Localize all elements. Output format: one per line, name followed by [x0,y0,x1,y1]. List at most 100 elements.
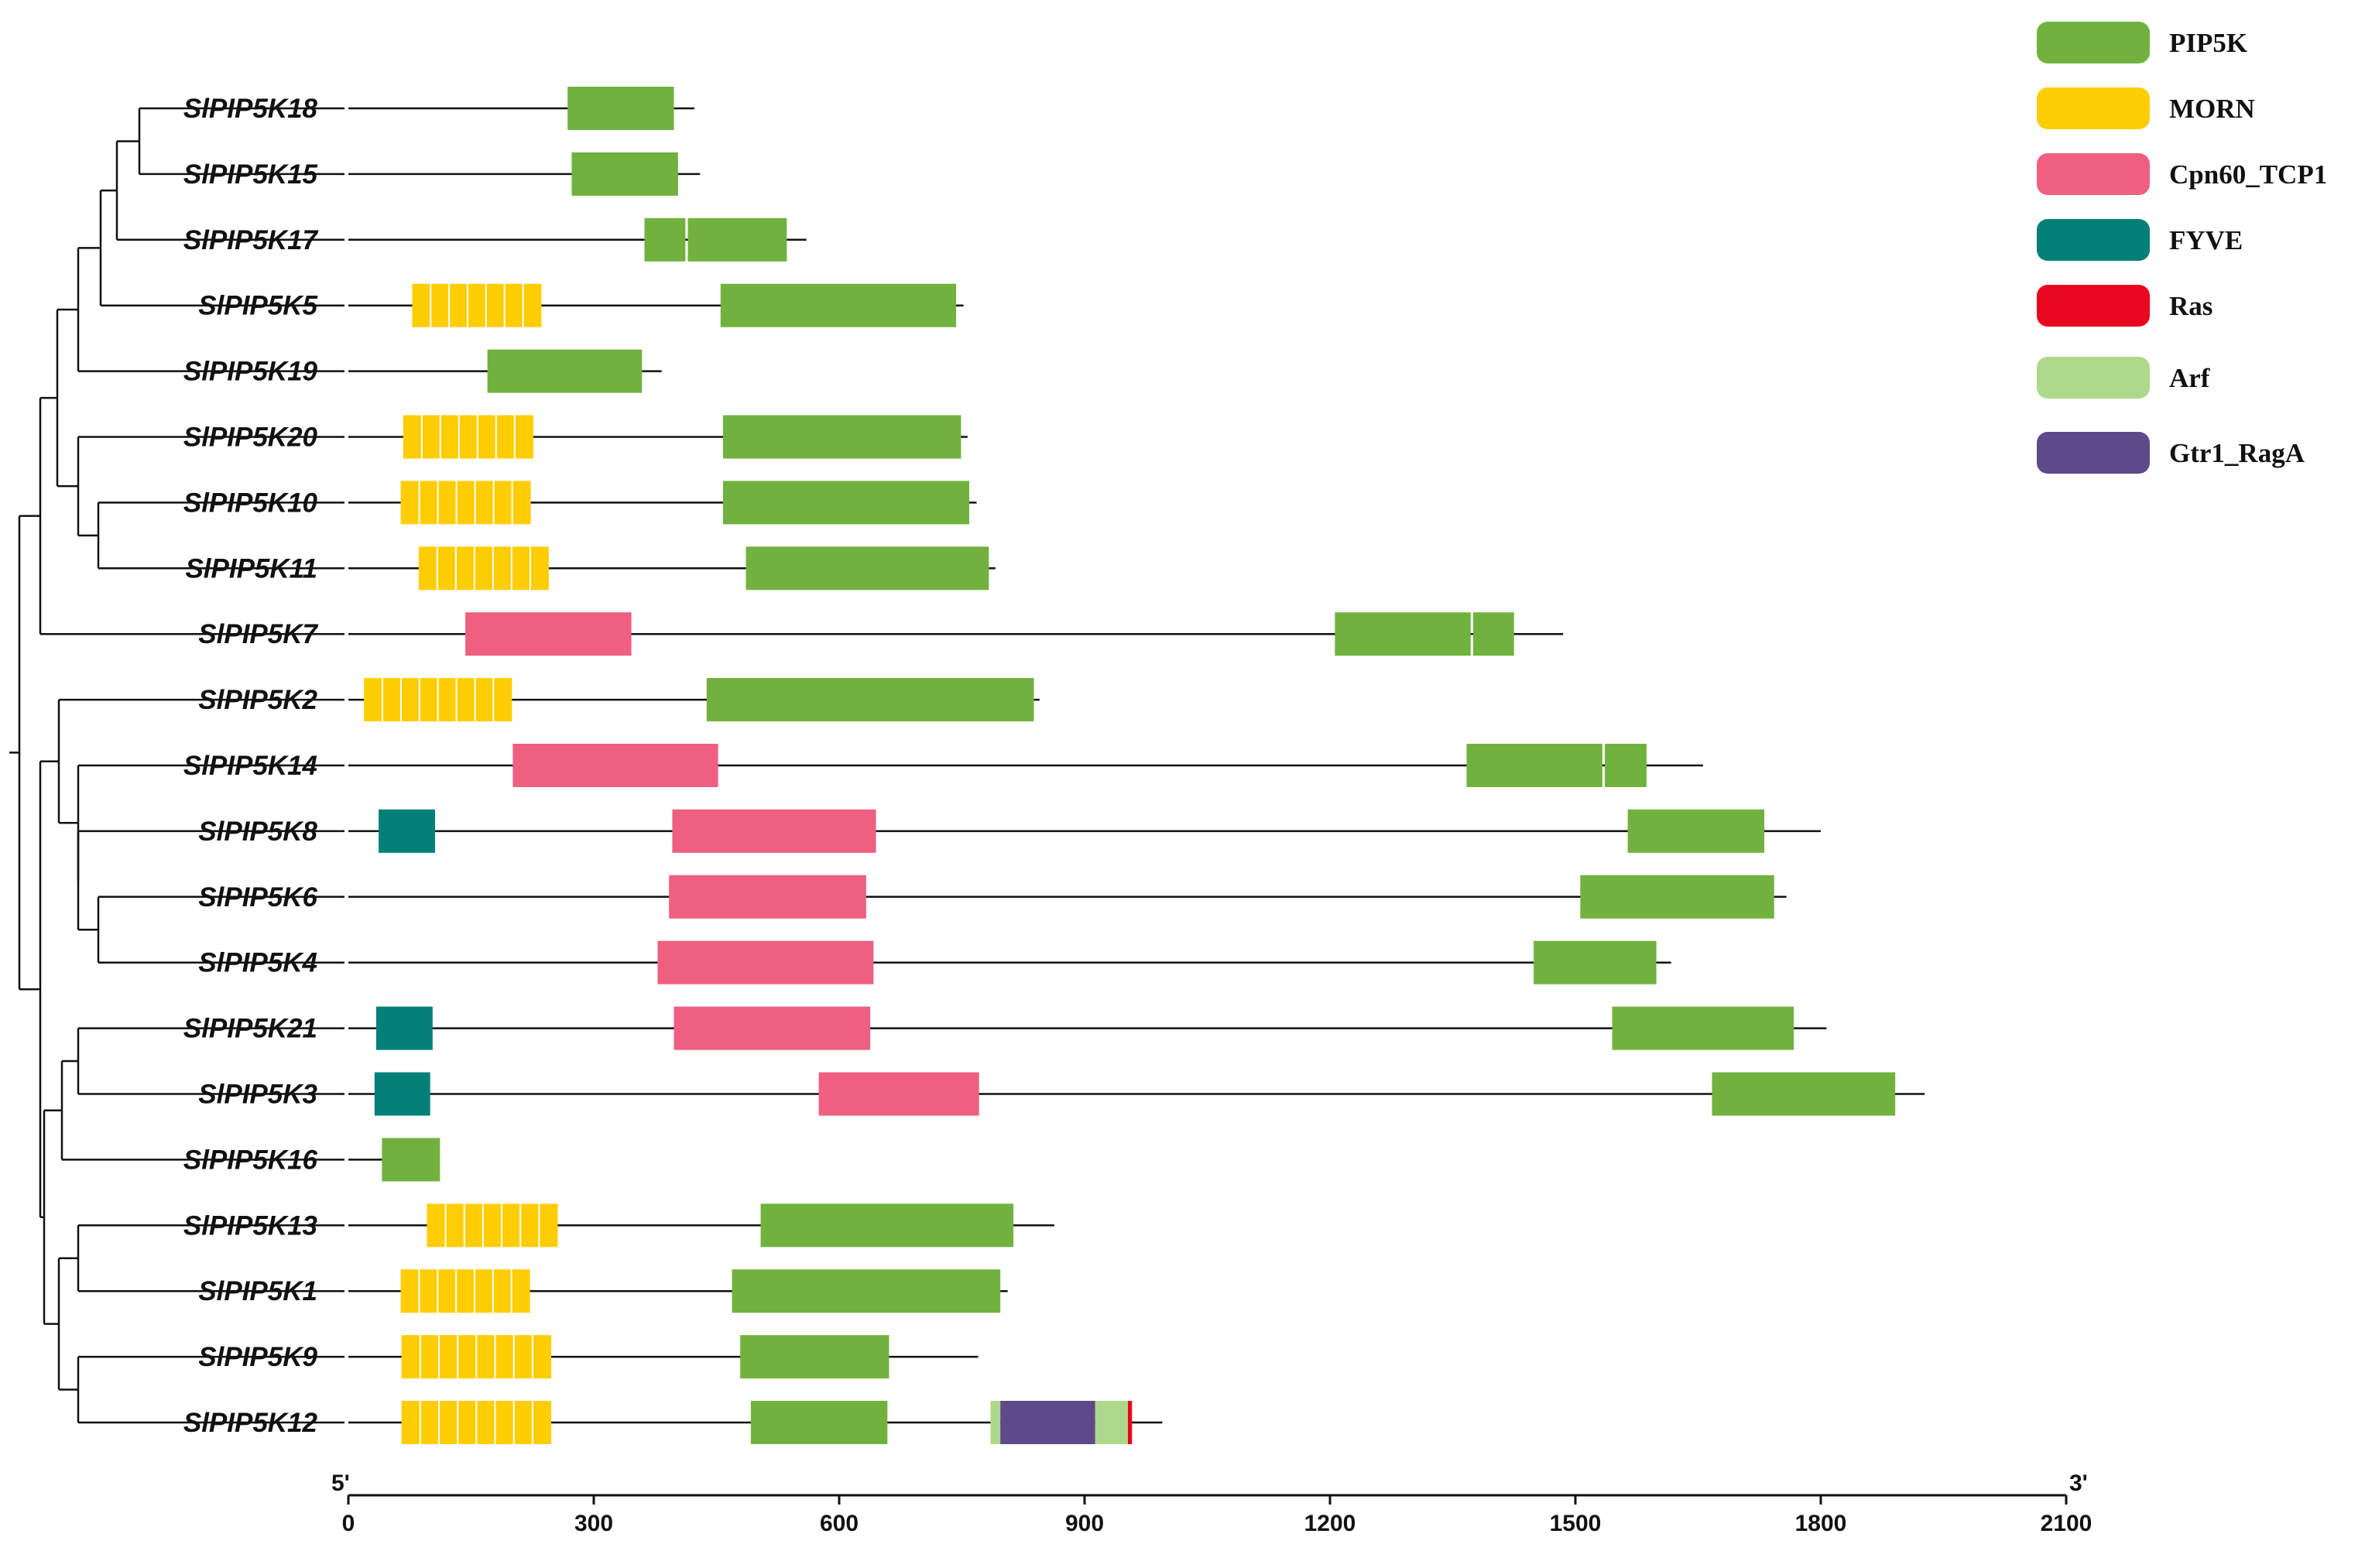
domain-pip5k [745,546,989,591]
domain-pip5k [722,481,970,525]
gene-label: SlPIP5K7 [198,619,318,649]
legend-label: Cpn60_TCP1 [2169,159,2327,190]
gene-label: SlPIP5K6 [198,882,317,912]
axis-end-label: 3' [2069,1470,2088,1496]
phylogenetic-tree [9,107,344,1424]
axis-tick-label: 1500 [1550,1511,1602,1536]
gene-label: SlPIP5K16 [183,1145,318,1175]
domain-fyve [379,809,436,853]
domain-cpn60 [512,744,718,787]
domain-legend: PIP5K MORN Cpn60_TCP1 FYVE Ras Arf Gtr1_RagA [2037,22,2327,474]
gene-row-SlPIP5K7: SlPIP5K7 [198,612,1564,656]
axis-tick-label: 1200 [1304,1511,1356,1536]
domain-pip5k [732,1269,1001,1313]
domain-morn [412,283,542,327]
gene-label: SlPIP5K21 [183,1014,317,1044]
domain-pip5k [382,1138,440,1182]
gene-row-SlPIP5K6: SlPIP5K6 [198,875,1787,919]
domain-pip5k [687,217,787,262]
domain-pip5k [722,415,961,459]
domain-fyve [375,1006,433,1050]
legend-label: FYVE [2169,225,2243,255]
domain-pip5k [1612,1006,1794,1050]
gene-row-SlPIP5K11: SlPIP5K11 [185,546,996,591]
gene-label: SlPIP5K13 [183,1210,318,1241]
domain-ras [1128,1401,1133,1444]
legend-swatch-arf [2037,357,2150,399]
legend-label: Gtr1_RagA [2169,438,2305,468]
gene-label: SlPIP5K14 [183,751,317,781]
axis-tick-label: 900 [1065,1511,1104,1536]
gene-row-SlPIP5K16: SlPIP5K16 [183,1138,440,1182]
domain-pip5k [750,1401,888,1444]
domain-cpn60 [657,940,874,984]
gene-label: SlPIP5K15 [183,159,318,190]
domain-pip5k [644,217,686,262]
legend-swatch-morn [2037,87,2150,129]
axis-tick-label: 2100 [2041,1511,2093,1536]
legend-swatch-fyve [2037,219,2150,261]
gene-row-SlPIP5K19: SlPIP5K19 [183,349,662,393]
gene-row-SlPIP5K1: SlPIP5K1 [198,1269,1008,1313]
gene-row-SlPIP5K15: SlPIP5K15 [183,152,701,196]
legend-swatch-gtr1 [2037,432,2150,474]
gene-row-SlPIP5K3: SlPIP5K3 [198,1072,1925,1116]
legend-label: Arf [2169,363,2210,393]
domain-gtr1 [1000,1401,1095,1444]
gene-row-SlPIP5K20: SlPIP5K20 [183,415,968,459]
length-axis: 5' 3' 0 300 600 900 1200 1500 1800 2100 [331,1470,2092,1536]
gene-label: SlPIP5K4 [198,948,317,978]
domain-pip5k [1627,809,1765,853]
gene-row-SlPIP5K14: SlPIP5K14 [183,744,1703,787]
gene-row-SlPIP5K9: SlPIP5K9 [198,1335,979,1379]
domain-pip5k [1466,744,1602,787]
legend-swatch-pip5k [2037,22,2150,63]
domain-pip5k [567,87,674,130]
gene-row-SlPIP5K4: SlPIP5K4 [198,940,1671,984]
domain-morn [400,481,531,525]
legend-label: MORN [2169,94,2255,124]
domain-cpn60 [672,809,876,853]
gene-label: SlPIP5K12 [183,1408,318,1438]
axis-tick-label: 600 [820,1511,859,1536]
gene-row-SlPIP5K18: SlPIP5K18 [183,87,694,130]
gene-row-SlPIP5K17: SlPIP5K17 [183,217,807,262]
gene-row-SlPIP5K10: SlPIP5K10 [183,481,977,525]
gene-label: SlPIP5K17 [183,225,319,255]
gene-label: SlPIP5K3 [198,1080,317,1110]
domain-fyve [374,1072,430,1116]
gene-row-SlPIP5K5: SlPIP5K5 [198,283,964,327]
domain-pip5k [487,349,643,393]
domain-arf [1095,1401,1129,1444]
domain-pip5k [571,152,678,196]
domain-morn [418,546,549,591]
gene-row-SlPIP5K12: SlPIP5K12 [183,1401,1163,1444]
domain-pip5k [720,283,957,327]
gene-label: SlPIP5K1 [198,1276,317,1306]
gene-label: SlPIP5K18 [183,94,318,124]
domain-pip5k [1335,612,1471,656]
gene-row-SlPIP5K2: SlPIP5K2 [198,678,1040,722]
domain-pip5k [1580,875,1774,919]
domain-morn [400,1269,530,1313]
gene-label: SlPIP5K8 [198,817,317,847]
domain-pip5k [1712,1072,1896,1116]
legend-label: PIP5K [2169,28,2247,58]
legend-swatch-cpn60 [2037,153,2150,195]
gene-label: SlPIP5K11 [185,553,317,584]
domain-cpn60 [674,1006,871,1050]
gene-label: SlPIP5K20 [183,423,318,453]
gene-label: SlPIP5K2 [198,685,317,715]
domain-cpn60 [465,612,632,656]
domain-arf [990,1401,1001,1444]
gene-label: SlPIP5K5 [198,291,317,321]
axis-start-label: 5' [331,1470,350,1496]
axis-tick-label: 0 [342,1511,355,1536]
gene-row-SlPIP5K8: SlPIP5K8 [198,809,1821,853]
domain-cpn60 [669,875,866,919]
domain-pip5k [706,678,1034,722]
gene-label: SlPIP5K9 [198,1342,317,1372]
axis-tick-label: 1800 [1795,1511,1847,1536]
gene-label: SlPIP5K19 [183,357,318,387]
